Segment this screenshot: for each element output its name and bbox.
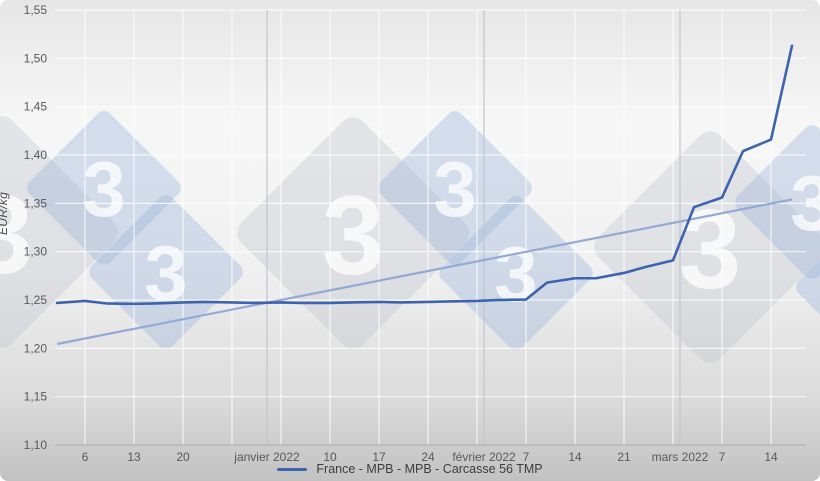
x-tick-label: 13 [127,450,141,464]
y-tick-label: 1,15 [24,390,48,404]
y-tick-label: 1,25 [24,293,48,307]
legend-line-swatch-icon [277,467,308,471]
watermark-diamond: 3 [237,117,469,349]
watermark-diamond: 3 [0,116,118,348]
month-tick-label: janvier 2022 [233,450,300,464]
x-tick-label: 7 [719,450,726,464]
watermark-diamond: 3 [27,111,181,265]
y-tick-label: 1,30 [24,245,48,259]
y-tick-label: 1,40 [24,148,48,162]
x-tick-label: 14 [568,450,582,464]
y-tick-label: 1,20 [24,341,48,355]
legend-series-label: France - MPB - MPB - Carcasse 56 TMP [316,462,543,476]
x-tick-label: 6 [82,450,89,464]
x-tick-label: 20 [176,450,190,464]
x-tick-label: 24 [421,450,435,464]
x-tick-label: 17 [372,450,386,464]
watermark-3-glyph: 3 [433,145,476,233]
x-tick-label: 14 [764,450,778,464]
x-tick-label: 21 [617,450,631,464]
watermark-diamond: 3 [594,131,820,363]
price-line[interactable] [55,44,794,306]
watermark-diamond: 3 [378,111,532,265]
watermark-3-glyph: 3 [679,186,741,311]
month-tick-label: mars 2022 [652,450,709,464]
x-tick-label: 10 [323,450,337,464]
month-tick-label: février 2022 [452,450,516,464]
watermark-3-glyph: 3 [82,145,125,233]
y-tick-label: 1,10 [24,438,48,452]
y-tick-label: 1,45 [24,100,48,114]
y-axis-title: EUR/kg [0,191,10,235]
watermark-3-glyph: 3 [322,172,384,297]
legend[interactable]: France - MPB - MPB - Carcasse 56 TMP [0,460,820,478]
watermark-3-glyph: 3 [0,171,33,296]
x-tick-label: 7 [523,450,530,464]
trend-line [56,198,793,346]
y-tick-label: 1,55 [24,3,48,17]
y-tick-label: 1,50 [24,51,48,65]
y-tick-label: 1,35 [24,196,48,210]
watermark-3-glyph: 3 [494,230,537,318]
